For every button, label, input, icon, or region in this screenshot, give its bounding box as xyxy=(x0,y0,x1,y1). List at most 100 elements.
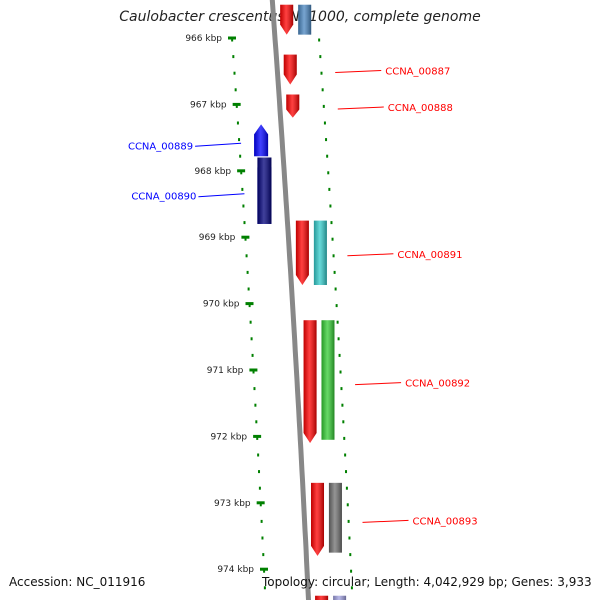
tick-mark-966 xyxy=(228,36,236,40)
label-leader-ccna_00889 xyxy=(195,142,242,147)
tick-mark-970 xyxy=(245,302,254,306)
ticks-guide-dot xyxy=(257,453,260,457)
ticks-guide-dot xyxy=(258,486,261,490)
tick-label-970: 970 kbp xyxy=(203,300,240,310)
ticks-guide-dot xyxy=(241,187,244,191)
ticks-guide-dot xyxy=(242,204,245,208)
gene-ccna_00888-shading xyxy=(286,94,300,118)
outer-dots-guide-dot xyxy=(318,38,321,42)
ticks-guide-dot xyxy=(262,553,265,557)
gene-label-ccna_00891: CCNA_00891 xyxy=(397,250,462,261)
gene-ccna_00892-shading xyxy=(303,320,317,444)
outer-dots-guide-dot xyxy=(345,470,348,474)
ticks-guide-dot xyxy=(255,420,258,424)
outer-dots-guide-dot xyxy=(348,536,351,540)
ticks-guide-dot xyxy=(261,536,264,540)
genome-backbone-line xyxy=(269,0,312,600)
ticks-guide-dot xyxy=(260,519,263,523)
feature-tracks[interactable] xyxy=(254,4,347,600)
ticks-guide-dot xyxy=(238,138,241,142)
gene-label-ccna_00892: CCNA_00892 xyxy=(405,379,470,390)
outer-dots-guide-dot xyxy=(327,171,330,175)
forward-outer-feature-3-shading xyxy=(328,482,342,553)
outer-dots-guide-dot xyxy=(330,221,333,225)
ticks-guide-dot xyxy=(249,320,252,324)
tick-mark-969 xyxy=(241,235,250,239)
label-leader-ccna_00888 xyxy=(337,106,384,110)
tick-label-973: 973 kbp xyxy=(214,499,251,509)
gene-label-ccna_00893: CCNA_00893 xyxy=(413,516,478,527)
outer-dots-guide-dot xyxy=(345,486,348,490)
outer-dots-guide-dot xyxy=(331,237,334,241)
outer-dots-guide-dot xyxy=(321,88,324,92)
outer-dots-guide-dot xyxy=(340,387,343,391)
forward-outer-feature-0-shading xyxy=(298,4,312,35)
ticks-guide-dot xyxy=(250,337,253,341)
forward-outer-feature-2-shading xyxy=(321,320,335,440)
ticks-guide-dot xyxy=(258,470,261,474)
topology-text: Topology: circular; Length: 4,042,929 bp… xyxy=(262,575,592,589)
tick-mark-971 xyxy=(249,368,258,372)
ticks-guide-dot xyxy=(240,171,243,175)
tick-label-972: 972 kbp xyxy=(210,432,247,442)
outer-dots-guide-dot xyxy=(338,353,341,357)
ticks-guide-dot xyxy=(234,88,237,92)
ticks-guide-dot xyxy=(233,71,236,75)
outer-dots-guide-dot xyxy=(326,154,329,158)
outer-dots-guide-dot xyxy=(344,453,347,457)
label-leader-ccna_00887 xyxy=(335,70,382,74)
outer-dots-guide-dot xyxy=(319,55,322,59)
outer-dots-guide-dot xyxy=(336,320,339,324)
scale-ticks: 966 kbp 967 kbp 968 kbp 969 kbp 970 kbp 971 k… xyxy=(185,34,268,575)
tick-label-971: 971 kbp xyxy=(207,366,244,376)
ticks-guide-dot xyxy=(263,586,266,590)
tick-label-968: 968 kbp xyxy=(194,167,231,177)
ticks-guide-dot xyxy=(235,104,238,108)
outer-dots-guide-dot xyxy=(349,553,352,557)
tick-label-974: 974 kbp xyxy=(217,565,254,575)
ticks-guide-dot xyxy=(256,436,259,440)
outer-dots-guide-dot xyxy=(346,503,349,507)
forward-strand-feature-0-shading xyxy=(280,4,294,35)
gene-label-ccna_00887: CCNA_00887 xyxy=(385,67,450,78)
ticks-guide-dot xyxy=(239,154,242,158)
outer-dots-guide-dot xyxy=(329,204,332,208)
tick-label-967: 967 kbp xyxy=(190,100,227,110)
outer-dots-guide-dot xyxy=(341,403,344,407)
outer-dots-guide-dot xyxy=(337,337,340,341)
label-leader-ccna_00893 xyxy=(362,519,409,523)
tick-mark-974 xyxy=(260,567,268,571)
ticks-guide-dot xyxy=(248,304,251,308)
gene-ccna_00887-shading xyxy=(283,54,297,85)
forward-outer-feature-1-shading xyxy=(313,220,327,286)
outer-dots-guide-dot xyxy=(325,138,328,142)
outer-dots-guide-dot xyxy=(333,270,336,274)
tick-label-969: 969 kbp xyxy=(199,233,236,243)
outer-dots-guide-dot xyxy=(328,187,331,191)
tick-mark-973 xyxy=(256,501,265,505)
forward-outer-feature-4-shading xyxy=(333,595,347,600)
gene-ccna_00890-shading xyxy=(257,157,272,224)
label-leader-ccna_00891 xyxy=(347,253,394,257)
outer-dots-guide-dot xyxy=(334,287,337,291)
gene-ccna_00889-shading xyxy=(254,124,269,157)
ticks-guide-dot xyxy=(236,121,239,125)
ticks-guide-dot xyxy=(232,55,235,59)
ticks-guide-dot xyxy=(263,569,266,573)
ticks-guide-dot xyxy=(246,270,249,274)
accession-text: Accession: NC_011916 xyxy=(9,575,146,589)
outer-dots-guide-dot xyxy=(320,71,323,75)
gene-ccna_00891-shading xyxy=(295,220,309,286)
ticks-guide-dot xyxy=(247,287,250,291)
ticks-guide-dot xyxy=(245,254,248,258)
ticks-guide-dot xyxy=(244,237,247,241)
genome-backbone xyxy=(269,0,312,600)
gene-label-ccna_00890: CCNA_00890 xyxy=(131,192,196,203)
ticks-guide-dot xyxy=(252,370,255,374)
outer-dots-guide-dot xyxy=(350,569,353,573)
outer-dots-guide-dot xyxy=(342,420,345,424)
gene-label-ccna_00889: CCNA_00889 xyxy=(128,141,193,152)
outer-dots-guide-dot xyxy=(332,254,335,258)
dotted-guides xyxy=(231,38,353,590)
